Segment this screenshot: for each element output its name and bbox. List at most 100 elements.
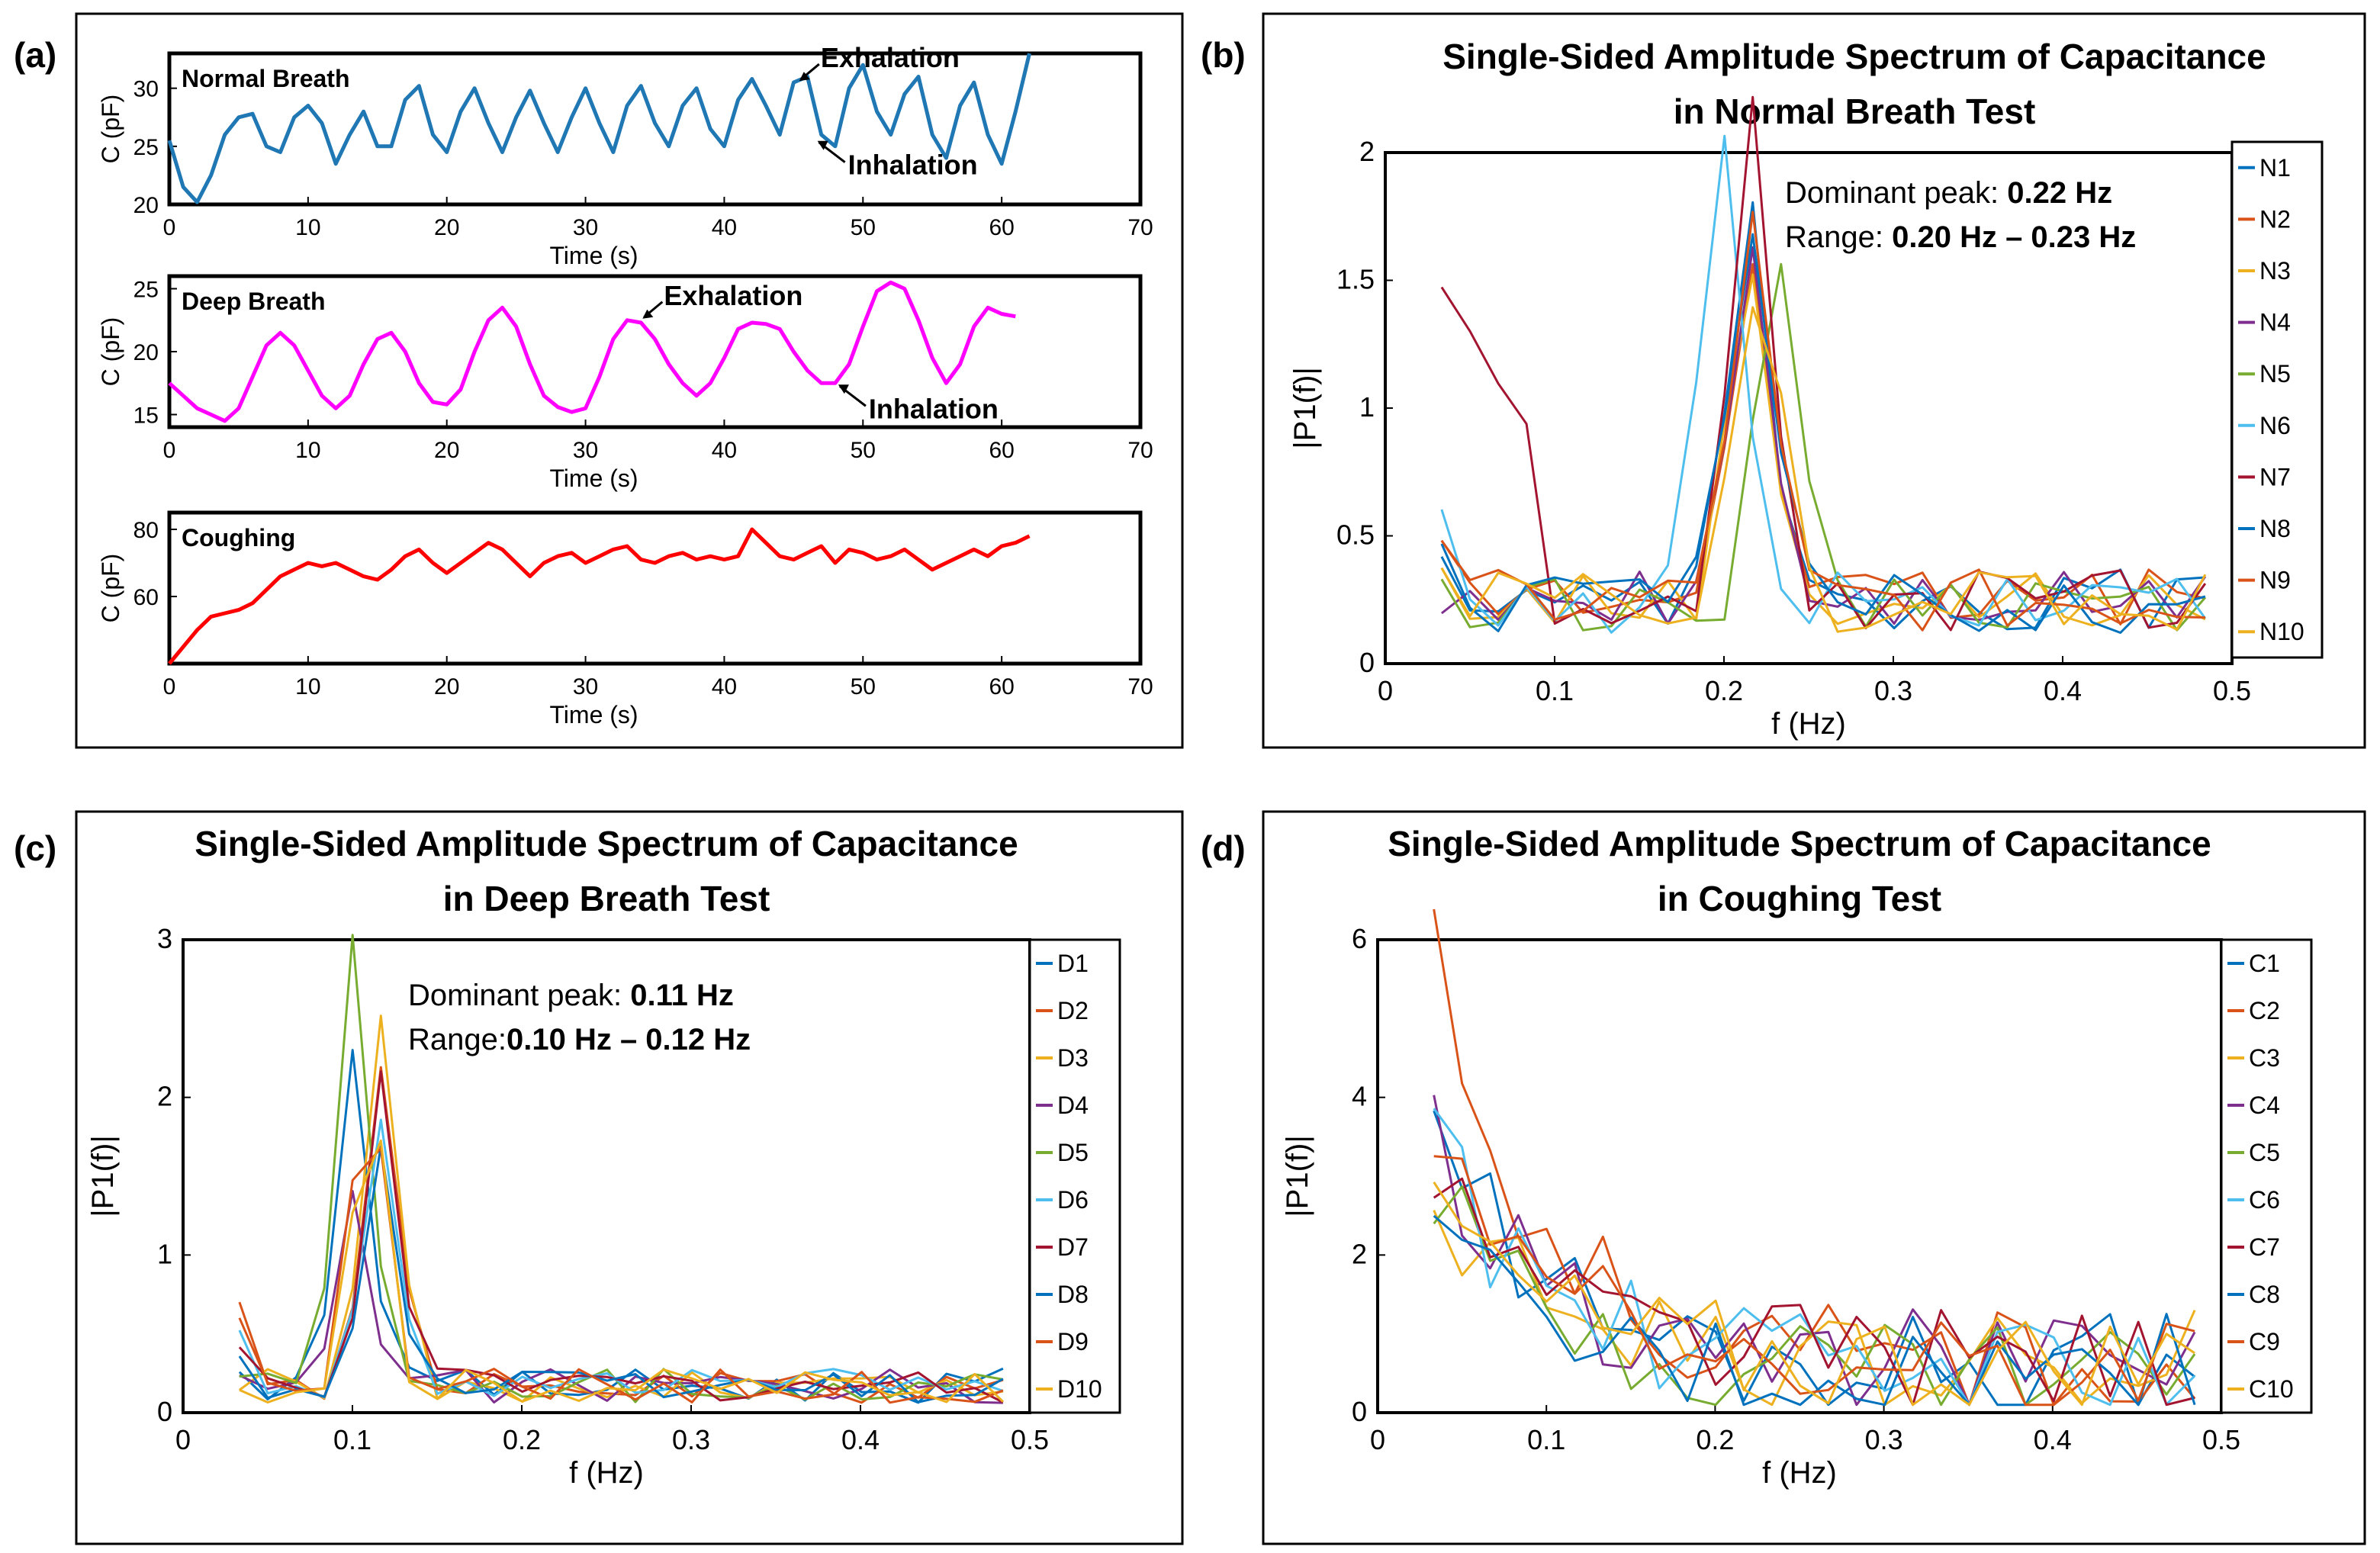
x-tick-label: 40 bbox=[712, 438, 737, 463]
x-tick-label: 0.2 bbox=[503, 1424, 541, 1455]
range-text: Range: 0.20 Hz – 0.23 Hz bbox=[1785, 220, 2136, 254]
panel-label-a: (a) bbox=[14, 35, 56, 75]
panel-label-d: (d) bbox=[1201, 828, 1246, 868]
legend-entry: N6 bbox=[2259, 412, 2291, 439]
spectrum-line-N4 bbox=[1440, 246, 2207, 625]
x-tick-label: 60 bbox=[989, 438, 1014, 463]
x-tick-label: 0.3 bbox=[1865, 1424, 1903, 1455]
legend-entry: N5 bbox=[2259, 360, 2291, 387]
y-tick-label: 4 bbox=[1352, 1081, 1367, 1112]
dominant-peak-value: 0.11 Hz bbox=[630, 979, 734, 1012]
series-label: Deep Breath bbox=[182, 288, 326, 315]
spectrum-line-D1 bbox=[238, 1049, 1004, 1404]
x-tick-label: 0.5 bbox=[1011, 1424, 1049, 1455]
x-axis-label: f (Hz) bbox=[1762, 1456, 1837, 1490]
panel-b-frame bbox=[1262, 12, 2366, 749]
y-tick-label: 15 bbox=[133, 404, 159, 429]
legend-entry: C7 bbox=[2249, 1233, 2280, 1261]
annotation-arrowhead bbox=[642, 309, 654, 319]
x-tick-label: 0 bbox=[175, 1424, 191, 1455]
x-tick-label: 0 bbox=[1378, 675, 1393, 706]
spectrum-line-N6 bbox=[1440, 134, 2207, 634]
y-tick-label: 1 bbox=[157, 1238, 172, 1269]
x-tick-label: 0.2 bbox=[1696, 1424, 1734, 1455]
x-tick-label: 20 bbox=[434, 215, 459, 240]
x-tick-label: 0.4 bbox=[2034, 1424, 2072, 1455]
x-tick-label: 0.3 bbox=[1874, 675, 1912, 706]
x-tick-label: 70 bbox=[1127, 438, 1153, 463]
range-value: 0.20 Hz – 0.23 Hz bbox=[1892, 220, 2136, 254]
time-series-line bbox=[167, 53, 1031, 204]
legend-entry: C10 bbox=[2249, 1375, 2294, 1403]
legend-entry: C5 bbox=[2249, 1139, 2280, 1166]
legend-entry: D7 bbox=[1057, 1233, 1089, 1261]
time-series-line bbox=[168, 280, 1016, 423]
legend-entry: C1 bbox=[2249, 950, 2280, 977]
y-tick-label: 25 bbox=[133, 135, 159, 160]
panel-d-frame bbox=[1262, 810, 2366, 1545]
x-tick-label: 30 bbox=[573, 674, 598, 699]
plot-area-border bbox=[167, 274, 1143, 429]
x-tick-label: 0.5 bbox=[2213, 675, 2251, 706]
range-value: 0.10 Hz – 0.12 Hz bbox=[507, 1023, 751, 1056]
spectrum-line-D7 bbox=[238, 1070, 1004, 1403]
chart-title-line: Single-Sided Amplitude Spectrum of Capac… bbox=[1442, 37, 2266, 76]
dominant-peak-label: Dominant peak: bbox=[408, 979, 630, 1012]
legend-entry: N10 bbox=[2259, 618, 2304, 645]
spectrum-line-D5 bbox=[239, 934, 1004, 1403]
coughing-plot: 0 10 20 30 40 50 60 70 60 80 Time (s) C (pF) Coughin… bbox=[97, 510, 1153, 728]
y-axis-label: C (pF) bbox=[97, 95, 124, 164]
spectrum-line-D6 bbox=[238, 1118, 1004, 1399]
legend-entry: D1 bbox=[1057, 950, 1089, 977]
x-tick-label: 0 bbox=[163, 215, 176, 240]
legend-entry: D10 bbox=[1057, 1375, 1102, 1403]
x-tick-label: 0.5 bbox=[2202, 1424, 2240, 1455]
legend-entry: D3 bbox=[1057, 1044, 1089, 1072]
x-tick-label: 30 bbox=[573, 438, 598, 463]
spectrum-line-C4 bbox=[1433, 1095, 2196, 1407]
spectrum-line-N9 bbox=[1440, 211, 2205, 632]
time-series-line bbox=[168, 527, 1031, 665]
y-tick-label: 0.5 bbox=[1336, 519, 1375, 551]
spectrum-line-C1 bbox=[1433, 1110, 2196, 1407]
legend-entry: D8 bbox=[1057, 1281, 1089, 1308]
legend-box bbox=[2220, 938, 2313, 1414]
x-tick-label: 40 bbox=[712, 215, 737, 240]
chart-title-line: in Normal Breath Test bbox=[1674, 92, 2036, 131]
y-tick-label: 2 bbox=[1359, 136, 1375, 167]
annotation-exhalation: Exhalation bbox=[821, 42, 960, 73]
legend-entry: D2 bbox=[1057, 997, 1089, 1024]
spectrum-line-D2 bbox=[238, 1066, 1004, 1404]
annotation-arrowhead bbox=[838, 384, 849, 394]
x-axis-label: Time (s) bbox=[549, 701, 638, 728]
spectrum-line-N3 bbox=[1440, 273, 2206, 627]
normal-breath-spectrum: Single-Sided Amplitude Spectrum of Capac… bbox=[1288, 37, 2324, 741]
y-tick-label: 0 bbox=[1352, 1396, 1367, 1427]
x-tick-label: 60 bbox=[989, 674, 1014, 699]
spectrum-line-C2 bbox=[1433, 908, 2196, 1407]
spectrum-line-C7 bbox=[1433, 1177, 2195, 1407]
x-tick-label: 20 bbox=[434, 438, 459, 463]
deep-breath-plot: 0 10 20 30 40 50 60 70 15 20 25 Time (s) C (pF) Deep … bbox=[97, 274, 1153, 492]
x-tick-label: 0.2 bbox=[1705, 675, 1743, 706]
x-tick-label: 0.1 bbox=[333, 1424, 371, 1455]
dominant-peak-text: Dominant peak: 0.11 Hz bbox=[408, 979, 734, 1012]
x-tick-label: 50 bbox=[851, 215, 876, 240]
legend-box bbox=[2230, 140, 2324, 659]
legend-entry: C8 bbox=[2249, 1281, 2280, 1308]
y-tick-label: 60 bbox=[133, 585, 159, 610]
y-tick-label: 1 bbox=[1359, 391, 1375, 423]
x-tick-label: 10 bbox=[295, 438, 320, 463]
x-tick-label: 10 bbox=[295, 215, 320, 240]
x-tick-label: 40 bbox=[712, 674, 737, 699]
chart-title-line: Single-Sided Amplitude Spectrum of Capac… bbox=[195, 824, 1018, 863]
legend-entry: N7 bbox=[2259, 463, 2291, 490]
y-axis-label: C (pF) bbox=[97, 554, 124, 623]
legend-entry: N1 bbox=[2259, 154, 2291, 182]
y-axis-label: |P1(f)| bbox=[1288, 367, 1322, 449]
y-tick-label: 0 bbox=[157, 1396, 172, 1427]
legend-entry: C3 bbox=[2249, 1044, 2280, 1072]
annotation-inhalation: Inhalation bbox=[848, 150, 978, 181]
legend-entry: C6 bbox=[2249, 1186, 2280, 1214]
